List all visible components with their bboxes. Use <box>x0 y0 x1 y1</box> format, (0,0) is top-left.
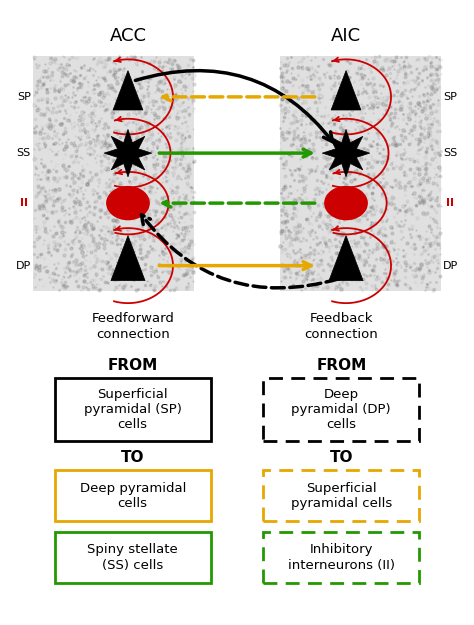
Text: Spiny stellate
(SS) cells: Spiny stellate (SS) cells <box>87 544 178 571</box>
Text: TO: TO <box>329 450 353 465</box>
FancyBboxPatch shape <box>263 532 419 583</box>
Text: FROM: FROM <box>108 358 158 373</box>
Text: FROM: FROM <box>316 358 366 373</box>
FancyBboxPatch shape <box>55 532 211 583</box>
Polygon shape <box>322 129 370 177</box>
Text: II: II <box>447 198 454 208</box>
Text: SP: SP <box>17 92 31 102</box>
Text: Feedforward
connection: Feedforward connection <box>91 312 174 341</box>
Text: SS: SS <box>443 148 457 158</box>
FancyBboxPatch shape <box>263 470 419 521</box>
Text: Deep pyramidal
cells: Deep pyramidal cells <box>80 482 186 509</box>
Text: TO: TO <box>121 450 145 465</box>
Text: DP: DP <box>443 261 458 271</box>
Ellipse shape <box>324 186 368 220</box>
Text: Superficial
pyramidal (SP)
cells: Superficial pyramidal (SP) cells <box>84 388 182 431</box>
Text: SS: SS <box>17 148 31 158</box>
Polygon shape <box>331 71 361 110</box>
Text: Feedback
connection: Feedback connection <box>304 312 378 341</box>
Text: SP: SP <box>443 92 457 102</box>
Text: Superficial
pyramidal cells: Superficial pyramidal cells <box>291 482 392 509</box>
Text: Inhibitory
interneurons (II): Inhibitory interneurons (II) <box>288 544 395 571</box>
Ellipse shape <box>106 186 150 220</box>
Polygon shape <box>113 71 143 110</box>
Text: AIC: AIC <box>331 28 361 45</box>
Bar <box>33 56 194 291</box>
Text: ACC: ACC <box>109 28 146 45</box>
Text: Deep
pyramidal (DP)
cells: Deep pyramidal (DP) cells <box>292 388 391 431</box>
Text: DP: DP <box>16 261 31 271</box>
Text: II: II <box>20 198 27 208</box>
Polygon shape <box>104 129 152 177</box>
Bar <box>280 56 441 291</box>
Polygon shape <box>329 236 363 281</box>
FancyBboxPatch shape <box>55 378 211 441</box>
FancyBboxPatch shape <box>263 378 419 441</box>
FancyBboxPatch shape <box>55 470 211 521</box>
Polygon shape <box>111 236 145 281</box>
